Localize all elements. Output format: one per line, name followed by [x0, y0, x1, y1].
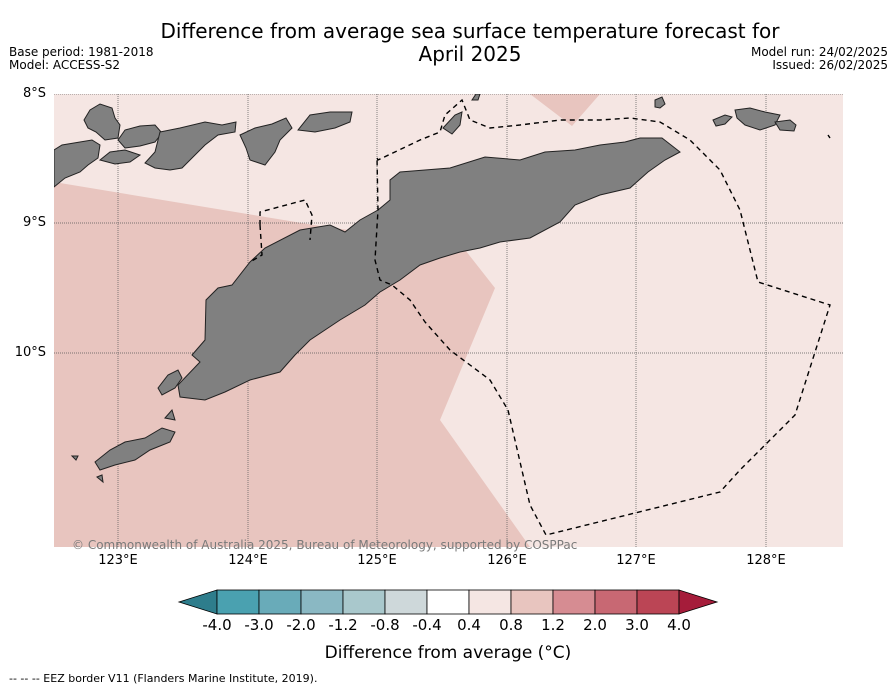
colorbar-tick-label: 0.8: [499, 616, 523, 634]
colorbar-tick-label: -4.0: [202, 616, 232, 634]
meta-right: Model run: 24/02/2025 Issued: 26/02/2025: [751, 46, 888, 72]
lon-label-126e: 126°E: [487, 553, 527, 568]
colorbar-tick-label: -2.0: [286, 616, 316, 634]
colorbar-segment: [342, 589, 386, 615]
colorbar-tick-label: 2.0: [583, 616, 607, 634]
meta-left: Base period: 1981-2018 Model: ACCESS-S2: [9, 46, 154, 72]
lon-label-128e: 128°E: [746, 553, 786, 568]
colorbar-segment: [216, 589, 260, 615]
colorbar-segment: [426, 589, 470, 615]
model-run: Model run: 24/02/2025: [750, 45, 888, 59]
eez-border: [249, 98, 831, 536]
colorbar-tick-label: -0.4: [412, 616, 442, 634]
colorbar-tick-label: -0.8: [370, 616, 400, 634]
issued-date: Issued: 26/02/2025: [772, 58, 888, 72]
colorbar-segment: [468, 589, 512, 615]
lat-label-10s: 10°S: [14, 345, 46, 360]
colorbar-segment: [510, 589, 554, 615]
colorbar-tick-label: -1.2: [328, 616, 358, 634]
colorbar-segment: [552, 589, 596, 615]
chart-title: Difference from average sea surface temp…: [160, 19, 780, 66]
colorbar-segment: [384, 589, 428, 615]
lat-label-9s: 9°S: [22, 215, 46, 230]
colorbar-segment: [636, 589, 680, 615]
lon-label-125e: 125°E: [357, 553, 397, 568]
colorbar-tick-label: 3.0: [625, 616, 649, 634]
colorbar-segment: [258, 589, 302, 615]
lat-label-8s: 8°S: [22, 86, 46, 101]
colorbar-tick-label: 4.0: [667, 616, 691, 634]
alor-island-chain: [54, 139, 101, 188]
footer-note: -- -- -- EEZ border V11 (Flanders Marine…: [9, 672, 318, 685]
lon-label-127e: 127°E: [616, 553, 656, 568]
colorbar-segment: [594, 589, 638, 615]
colorbar-extend-high: [678, 589, 719, 615]
lon-label-123e: 123°E: [98, 553, 138, 568]
colorbar-tick-label: -3.0: [244, 616, 274, 634]
colorbar-tick-label: 1.2: [541, 616, 565, 634]
map-area: [54, 94, 843, 547]
land: [54, 94, 797, 484]
colorbar-extend-low: [177, 589, 218, 615]
model-name: Model: ACCESS-S2: [9, 58, 121, 72]
lon-label-124e: 124°E: [228, 553, 268, 568]
anomaly-region-medium: [54, 182, 530, 547]
timor-island: [177, 137, 681, 401]
colorbar: [177, 589, 719, 615]
copyright-text: © Commonwealth of Australia 2025, Bureau…: [72, 538, 578, 552]
anomaly-region-top: [530, 94, 600, 126]
colorbar-title: Difference from average (°C): [324, 643, 572, 663]
colorbar-tick-label: 0.4: [457, 616, 481, 634]
base-period: Base period: 1981-2018: [9, 45, 154, 59]
colorbar-segment: [300, 589, 344, 615]
